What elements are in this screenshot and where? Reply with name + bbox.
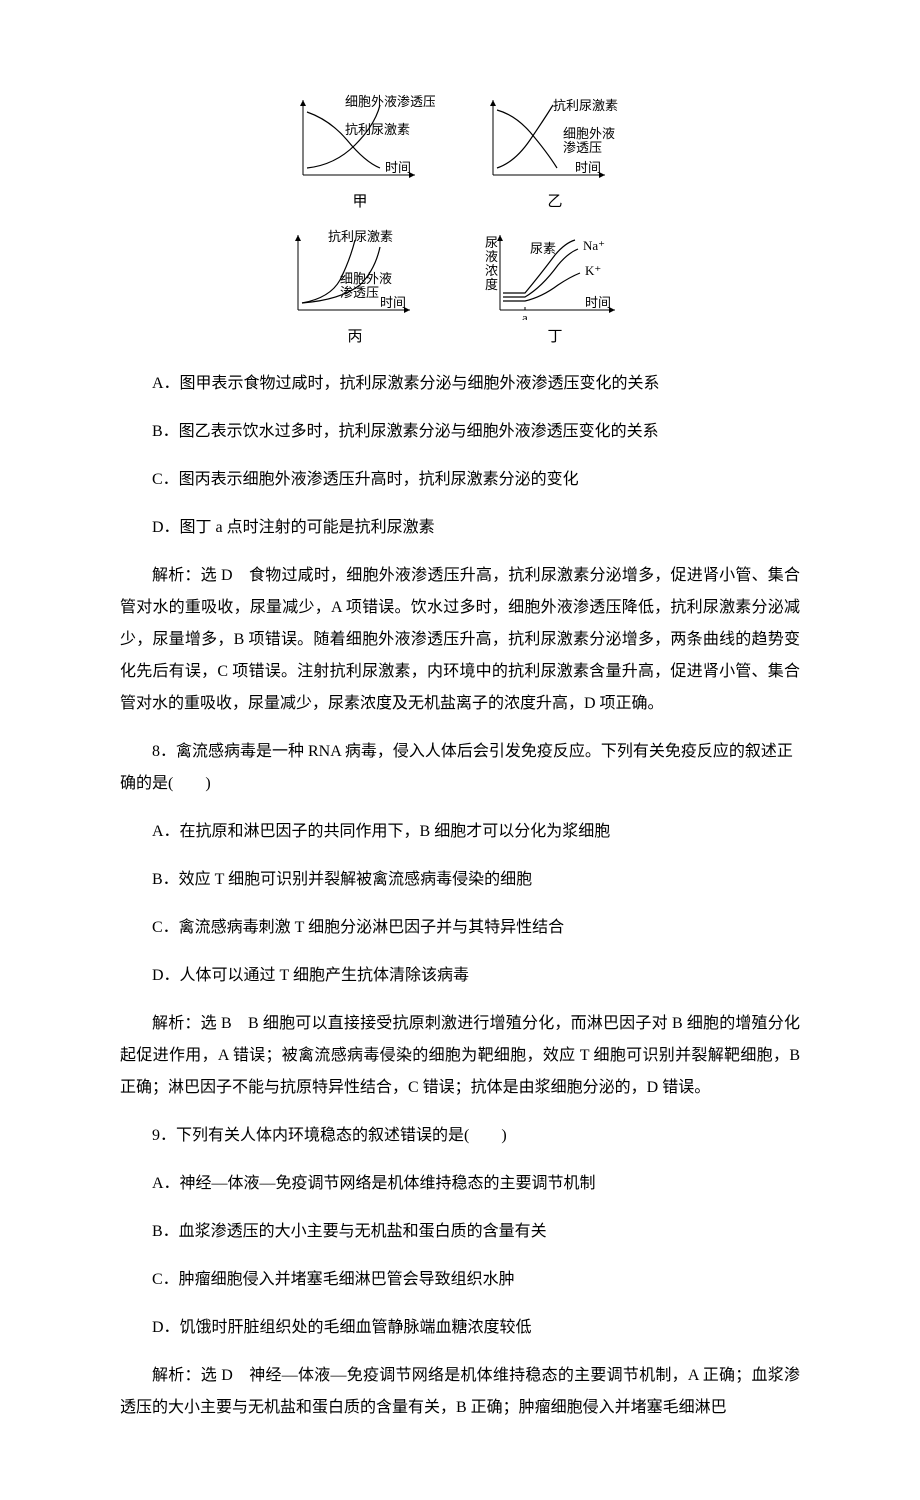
ylabel-3: 浓 [485, 263, 498, 278]
q7-opt-b: B．图乙表示饮水过多时，抗利尿激素分泌与细胞外液渗透压变化的关系 [120, 416, 800, 448]
chart-bing-svg: 抗利尿激素 细胞外液 渗透压 时间 [280, 225, 430, 320]
label-adh: 抗利尿激素 [553, 98, 618, 113]
q8-opt-a: A．在抗原和淋巴因子的共同作用下，B 细胞才可以分化为浆细胞 [120, 816, 800, 848]
label-adh: 抗利尿激素 [328, 229, 393, 244]
chart-ding-svg: 尿 液 浓 度 a 尿素 Na⁺ K⁺ 时间 [470, 225, 640, 320]
label-osmotic-l1: 细胞外液 [563, 126, 615, 141]
q8-opt-d: D．人体可以通过 T 细胞产生抗体清除该病毒 [120, 960, 800, 992]
charts-row-1: 细胞外液渗透压 抗利尿激素 时间 甲 抗利尿激素 细胞外液 渗透压 时间 乙 [120, 90, 800, 217]
label-osmotic-l2: 渗透压 [563, 140, 602, 155]
q9-opt-a: A．神经—体液—免疫调节网络是机体维持稳态的主要调节机制 [120, 1168, 800, 1200]
chart-jia-svg: 细胞外液渗透压 抗利尿激素 时间 [285, 90, 435, 185]
ylabel-1: 尿 [485, 235, 498, 250]
chart-jia: 细胞外液渗透压 抗利尿激素 时间 甲 [285, 90, 435, 217]
q7-opt-a: A．图甲表示食物过咸时，抗利尿激素分泌与细胞外液渗透压变化的关系 [120, 368, 800, 400]
q8-analysis: 解析：选 B B 细胞可以直接接受抗原刺激进行增殖分化，而淋巴因子对 B 细胞的… [120, 1008, 800, 1104]
q8-opt-c: C．禽流感病毒刺激 T 细胞分泌淋巴因子并与其特异性结合 [120, 912, 800, 944]
chart-ding: 尿 液 浓 度 a 尿素 Na⁺ K⁺ 时间 丁 [470, 225, 640, 352]
q9-opt-d: D．饥饿时肝脏组织处的毛细血管静脉端血糖浓度较低 [120, 1312, 800, 1344]
q9-analysis: 解析：选 D 神经—体液—免疫调节网络是机体维持稳态的主要调节机制，A 正确；血… [120, 1360, 800, 1424]
label-urea: 尿素 [530, 241, 556, 256]
label-na: Na⁺ [583, 238, 605, 253]
q7-opt-d: D．图丁 a 点时注射的可能是抗利尿激素 [120, 512, 800, 544]
q8-stem: 8．禽流感病毒是一种 RNA 病毒，侵入人体后会引发免疫反应。下列有关免疫反应的… [120, 736, 800, 800]
q8-opt-b: B．效应 T 细胞可识别并裂解被禽流感病毒侵染的细胞 [120, 864, 800, 896]
label-k: K⁺ [585, 263, 601, 278]
xlabel: 时间 [380, 295, 406, 310]
chart-bing-label: 丙 [347, 322, 362, 352]
xlabel: 时间 [585, 295, 611, 310]
chart-ding-label: 丁 [547, 322, 562, 352]
q9-opt-c: C．肿瘤细胞侵入并堵塞毛细淋巴管会导致组织水肿 [120, 1264, 800, 1296]
ylabel-2: 液 [485, 249, 498, 264]
chart-bing: 抗利尿激素 细胞外液 渗透压 时间 丙 [280, 225, 430, 352]
q9-stem: 9．下列有关人体内环境稳态的叙述错误的是( ) [120, 1120, 800, 1152]
label-osmotic-l2: 渗透压 [340, 285, 379, 300]
ylabel-4: 度 [485, 277, 498, 292]
q9-opt-b: B．血浆渗透压的大小主要与无机盐和蛋白质的含量有关 [120, 1216, 800, 1248]
chart-jia-label: 甲 [352, 187, 367, 217]
q7-opt-c: C．图丙表示细胞外液渗透压升高时，抗利尿激素分泌的变化 [120, 464, 800, 496]
charts-row-2: 抗利尿激素 细胞外液 渗透压 时间 丙 尿 液 浓 度 [120, 225, 800, 352]
chart-yi-svg: 抗利尿激素 细胞外液 渗透压 时间 [475, 90, 635, 185]
x-marker-a: a [522, 310, 528, 320]
chart-yi-label: 乙 [547, 187, 562, 217]
label-adh: 抗利尿激素 [345, 122, 410, 137]
q7-analysis: 解析：选 D 食物过咸时，细胞外液渗透压升高，抗利尿激素分泌增多，促进肾小管、集… [120, 560, 800, 720]
xlabel: 时间 [575, 160, 601, 175]
xlabel: 时间 [385, 160, 411, 175]
chart-yi: 抗利尿激素 细胞外液 渗透压 时间 乙 [475, 90, 635, 217]
document-page: 细胞外液渗透压 抗利尿激素 时间 甲 抗利尿激素 细胞外液 渗透压 时间 乙 [0, 0, 920, 1500]
label-osmotic: 细胞外液渗透压 [345, 94, 435, 109]
label-osmotic-l1: 细胞外液 [340, 271, 392, 286]
